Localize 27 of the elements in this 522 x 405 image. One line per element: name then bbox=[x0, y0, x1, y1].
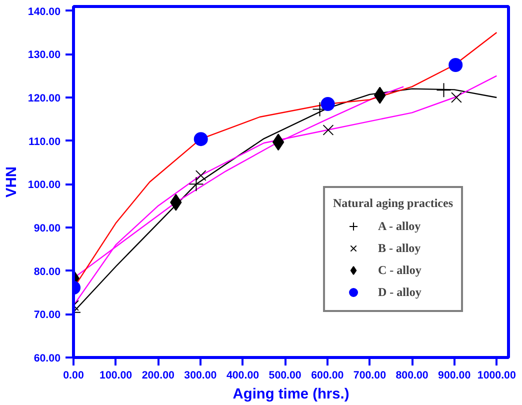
x-tick-label: 100.00 bbox=[100, 370, 132, 382]
x-tick-label: 400.00 bbox=[226, 370, 260, 382]
y-tick-label: 100.00 bbox=[28, 179, 61, 192]
y-tick-label: 60.00 bbox=[34, 352, 61, 364]
y-tick-label: 90.00 bbox=[34, 222, 61, 234]
y-axis-title: VHN bbox=[4, 166, 20, 198]
legend-label: A - alloy bbox=[378, 218, 421, 234]
x-tick-label: 600.00 bbox=[311, 370, 344, 382]
y-tick-label: 80.00 bbox=[34, 266, 61, 278]
x-tick-label: 800.00 bbox=[396, 370, 428, 382]
x-tick-label: 700.00 bbox=[353, 370, 386, 382]
x-tick-label: 300.00 bbox=[184, 370, 217, 382]
x-tick-label: 1000.00 bbox=[477, 370, 516, 382]
y-tick-label: 110.00 bbox=[28, 136, 61, 148]
x-tick-label: 900.00 bbox=[438, 370, 471, 382]
y-tick-label: 140.00 bbox=[28, 6, 61, 18]
y-tick-label: 120.00 bbox=[28, 92, 61, 104]
legend-label: B - alloy bbox=[378, 240, 421, 256]
y-tick-label: 70.00 bbox=[34, 309, 61, 322]
y-tick-label: 130.00 bbox=[28, 49, 61, 62]
legend-label: C - alloy bbox=[378, 262, 422, 278]
x-tick-label: 200.00 bbox=[142, 370, 174, 382]
x-tick-label: 500.00 bbox=[268, 370, 302, 382]
legend-title: Natural aging practices bbox=[333, 196, 453, 211]
x-axis-title: Aging time (hrs.) bbox=[232, 386, 350, 402]
legend-label: D - alloy bbox=[378, 284, 422, 300]
x-tick-label: 0.00 bbox=[63, 370, 84, 382]
